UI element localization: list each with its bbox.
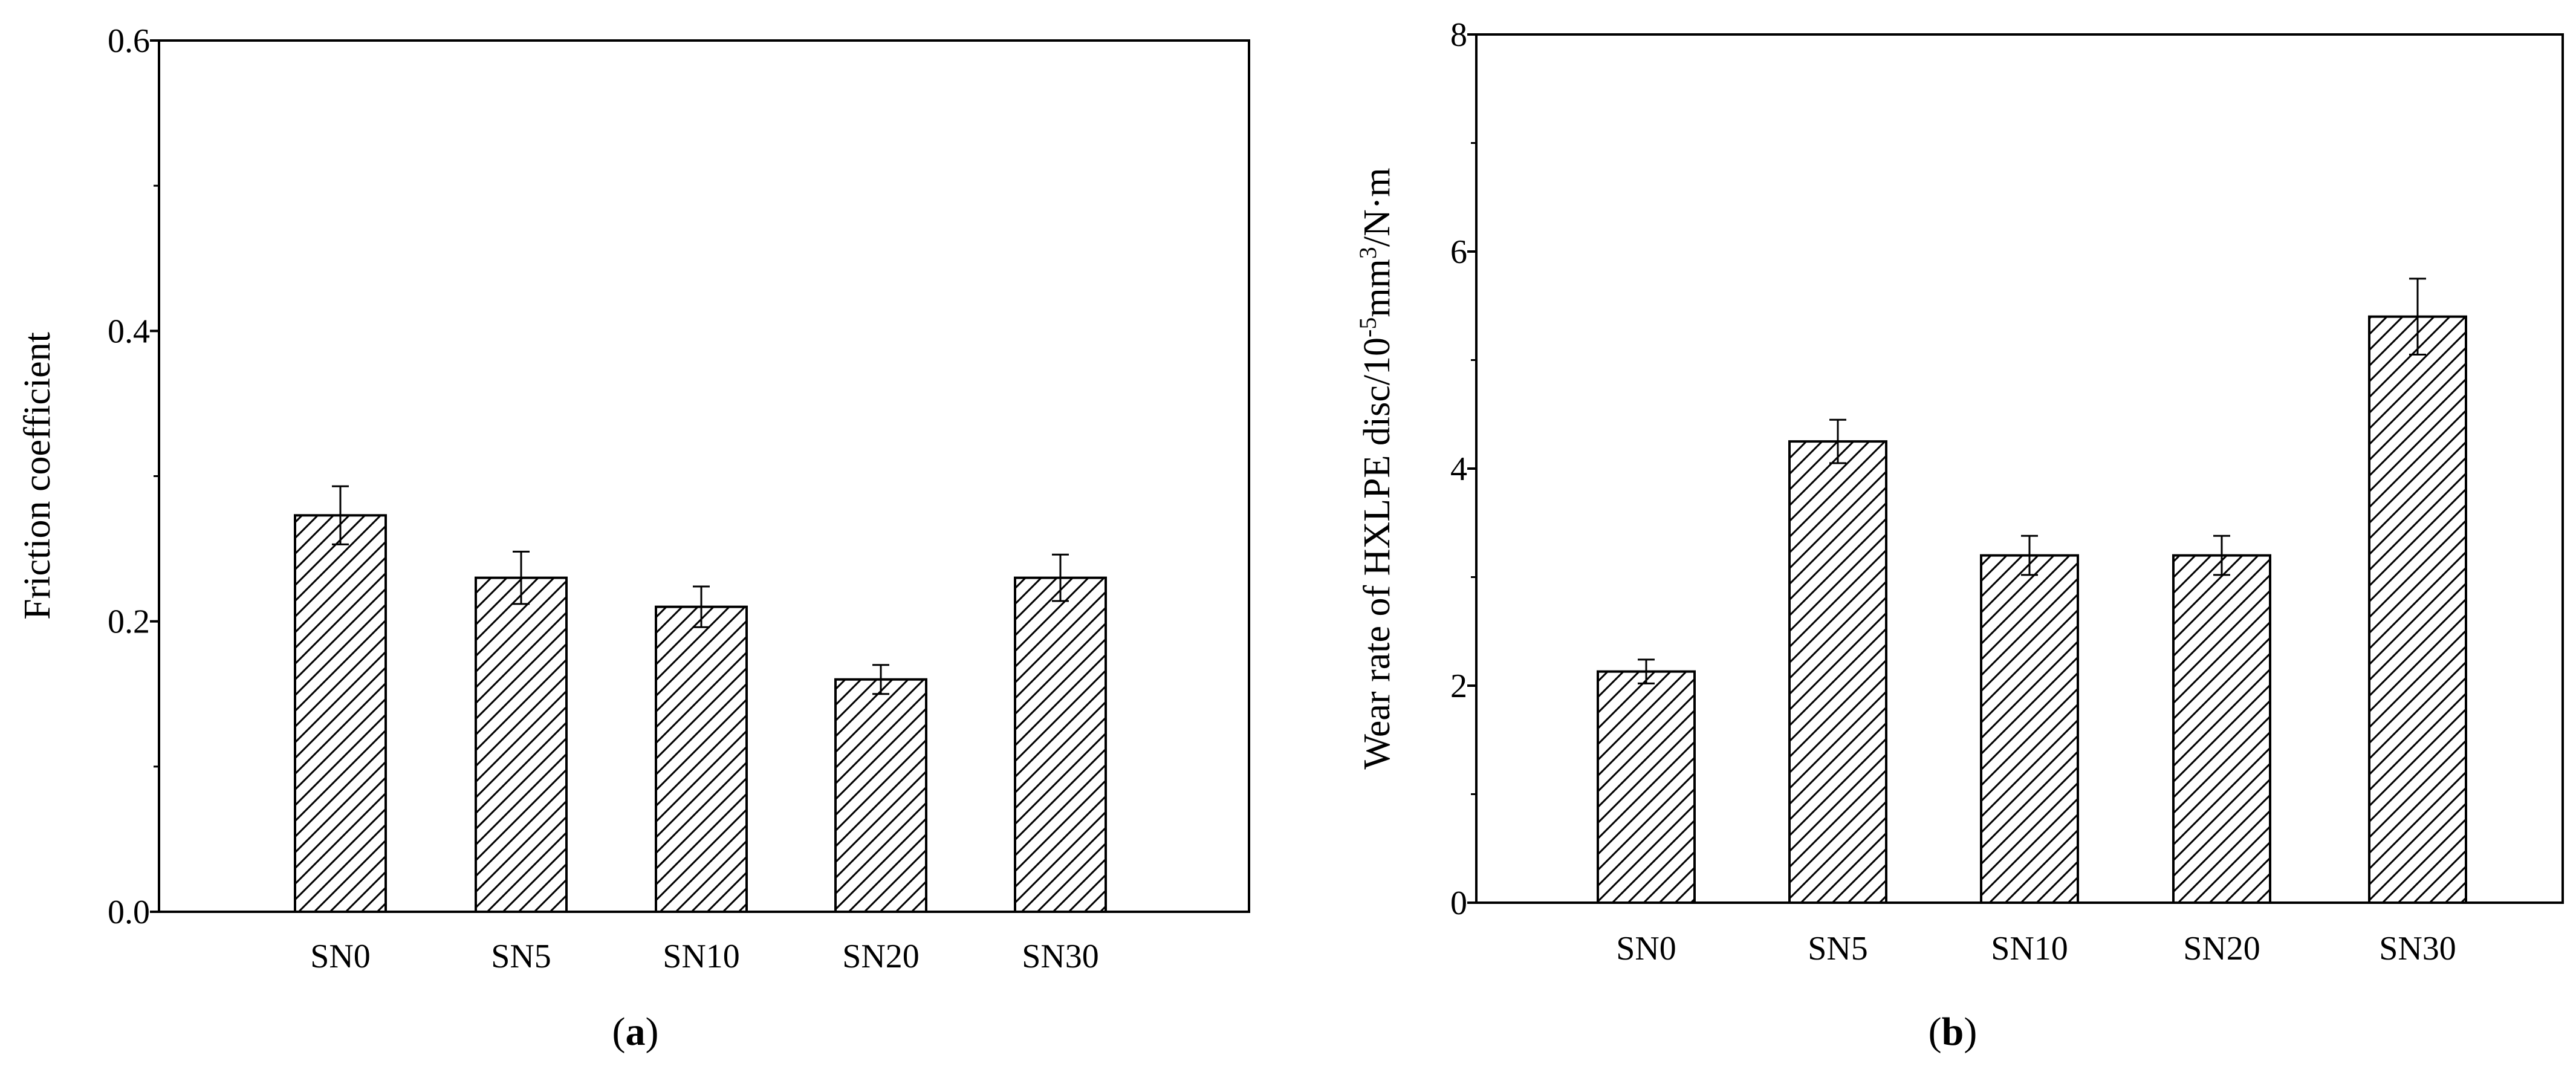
x-tick-label: SN10 (1991, 930, 2068, 967)
error-bar (1829, 418, 1846, 464)
bar-sn0 (1597, 670, 1696, 905)
y-tick-label: 0.6 (108, 22, 150, 60)
error-bar (1638, 658, 1655, 684)
bar-sn0 (294, 514, 387, 913)
bar-sn20 (834, 678, 927, 913)
bar-sn10 (1980, 554, 2079, 904)
x-tick-label: SN20 (842, 938, 920, 975)
bar-sn20 (2172, 554, 2271, 904)
y-axis-ticks: 0 2 4 6 8 (1450, 16, 1476, 922)
chart-friction-coefficient: 0.0 0.2 0.4 0.6 SN0 SN5 SN10 SN20 SN30 Friction… (17, 22, 1250, 1054)
y-tick-label: 0.2 (108, 603, 150, 641)
x-tick-label: SN0 (1616, 930, 1676, 967)
panel-label-a: (a) (612, 1010, 659, 1054)
bars (1597, 278, 2467, 905)
x-tick-label: SN5 (1808, 930, 1868, 967)
x-tick-label: SN0 (310, 938, 371, 975)
y-axis-title: Friction coefficient (17, 332, 58, 620)
x-tick-label: SN20 (2183, 930, 2260, 967)
bar-sn30 (2368, 315, 2467, 904)
error-bar (2213, 534, 2230, 576)
y-tick-label: 2 (1450, 668, 1467, 705)
x-axis-tick-labels: SN0 SN5 SN10 SN20 SN30 (1616, 930, 2456, 967)
y-tick-label: 8 (1450, 16, 1467, 54)
error-bar (1052, 553, 1069, 602)
bar-sn5 (1788, 440, 1887, 904)
bar-sn10 (655, 605, 748, 914)
y-axis-title: Wear rate of HXLPE disc/10-5mm3/N·m (1354, 167, 1398, 769)
bars (294, 485, 1107, 914)
x-tick-label: SN10 (663, 938, 740, 975)
bar-sn5 (475, 576, 568, 913)
error-bar (513, 550, 530, 605)
x-tick-label: SN30 (1022, 938, 1099, 975)
panel-label-b: (b) (1929, 1010, 1977, 1054)
x-axis-tick-labels: SN0 SN5 SN10 SN20 SN30 (310, 938, 1099, 975)
chart-wear-rate: 0 2 4 6 8 SN0 SN5 SN10 SN20 SN30 Wear rate of HX… (1354, 16, 2564, 1054)
y-tick-label: 6 (1450, 233, 1467, 271)
x-tick-label: SN30 (2379, 930, 2456, 967)
error-bar (693, 585, 710, 628)
y-tick-label: 0 (1450, 885, 1467, 922)
y-tick-label: 0.0 (108, 894, 150, 931)
y-axis-ticks: 0.0 0.2 0.4 0.6 (108, 22, 159, 931)
x-tick-label: SN5 (491, 938, 551, 975)
y-tick-label: 4 (1450, 450, 1467, 488)
error-bar (872, 664, 889, 695)
error-bar (332, 485, 349, 545)
error-bar (2409, 278, 2426, 356)
bar-sn30 (1014, 576, 1107, 913)
error-bar (2021, 534, 2038, 576)
y-tick-label: 0.4 (108, 313, 150, 350)
